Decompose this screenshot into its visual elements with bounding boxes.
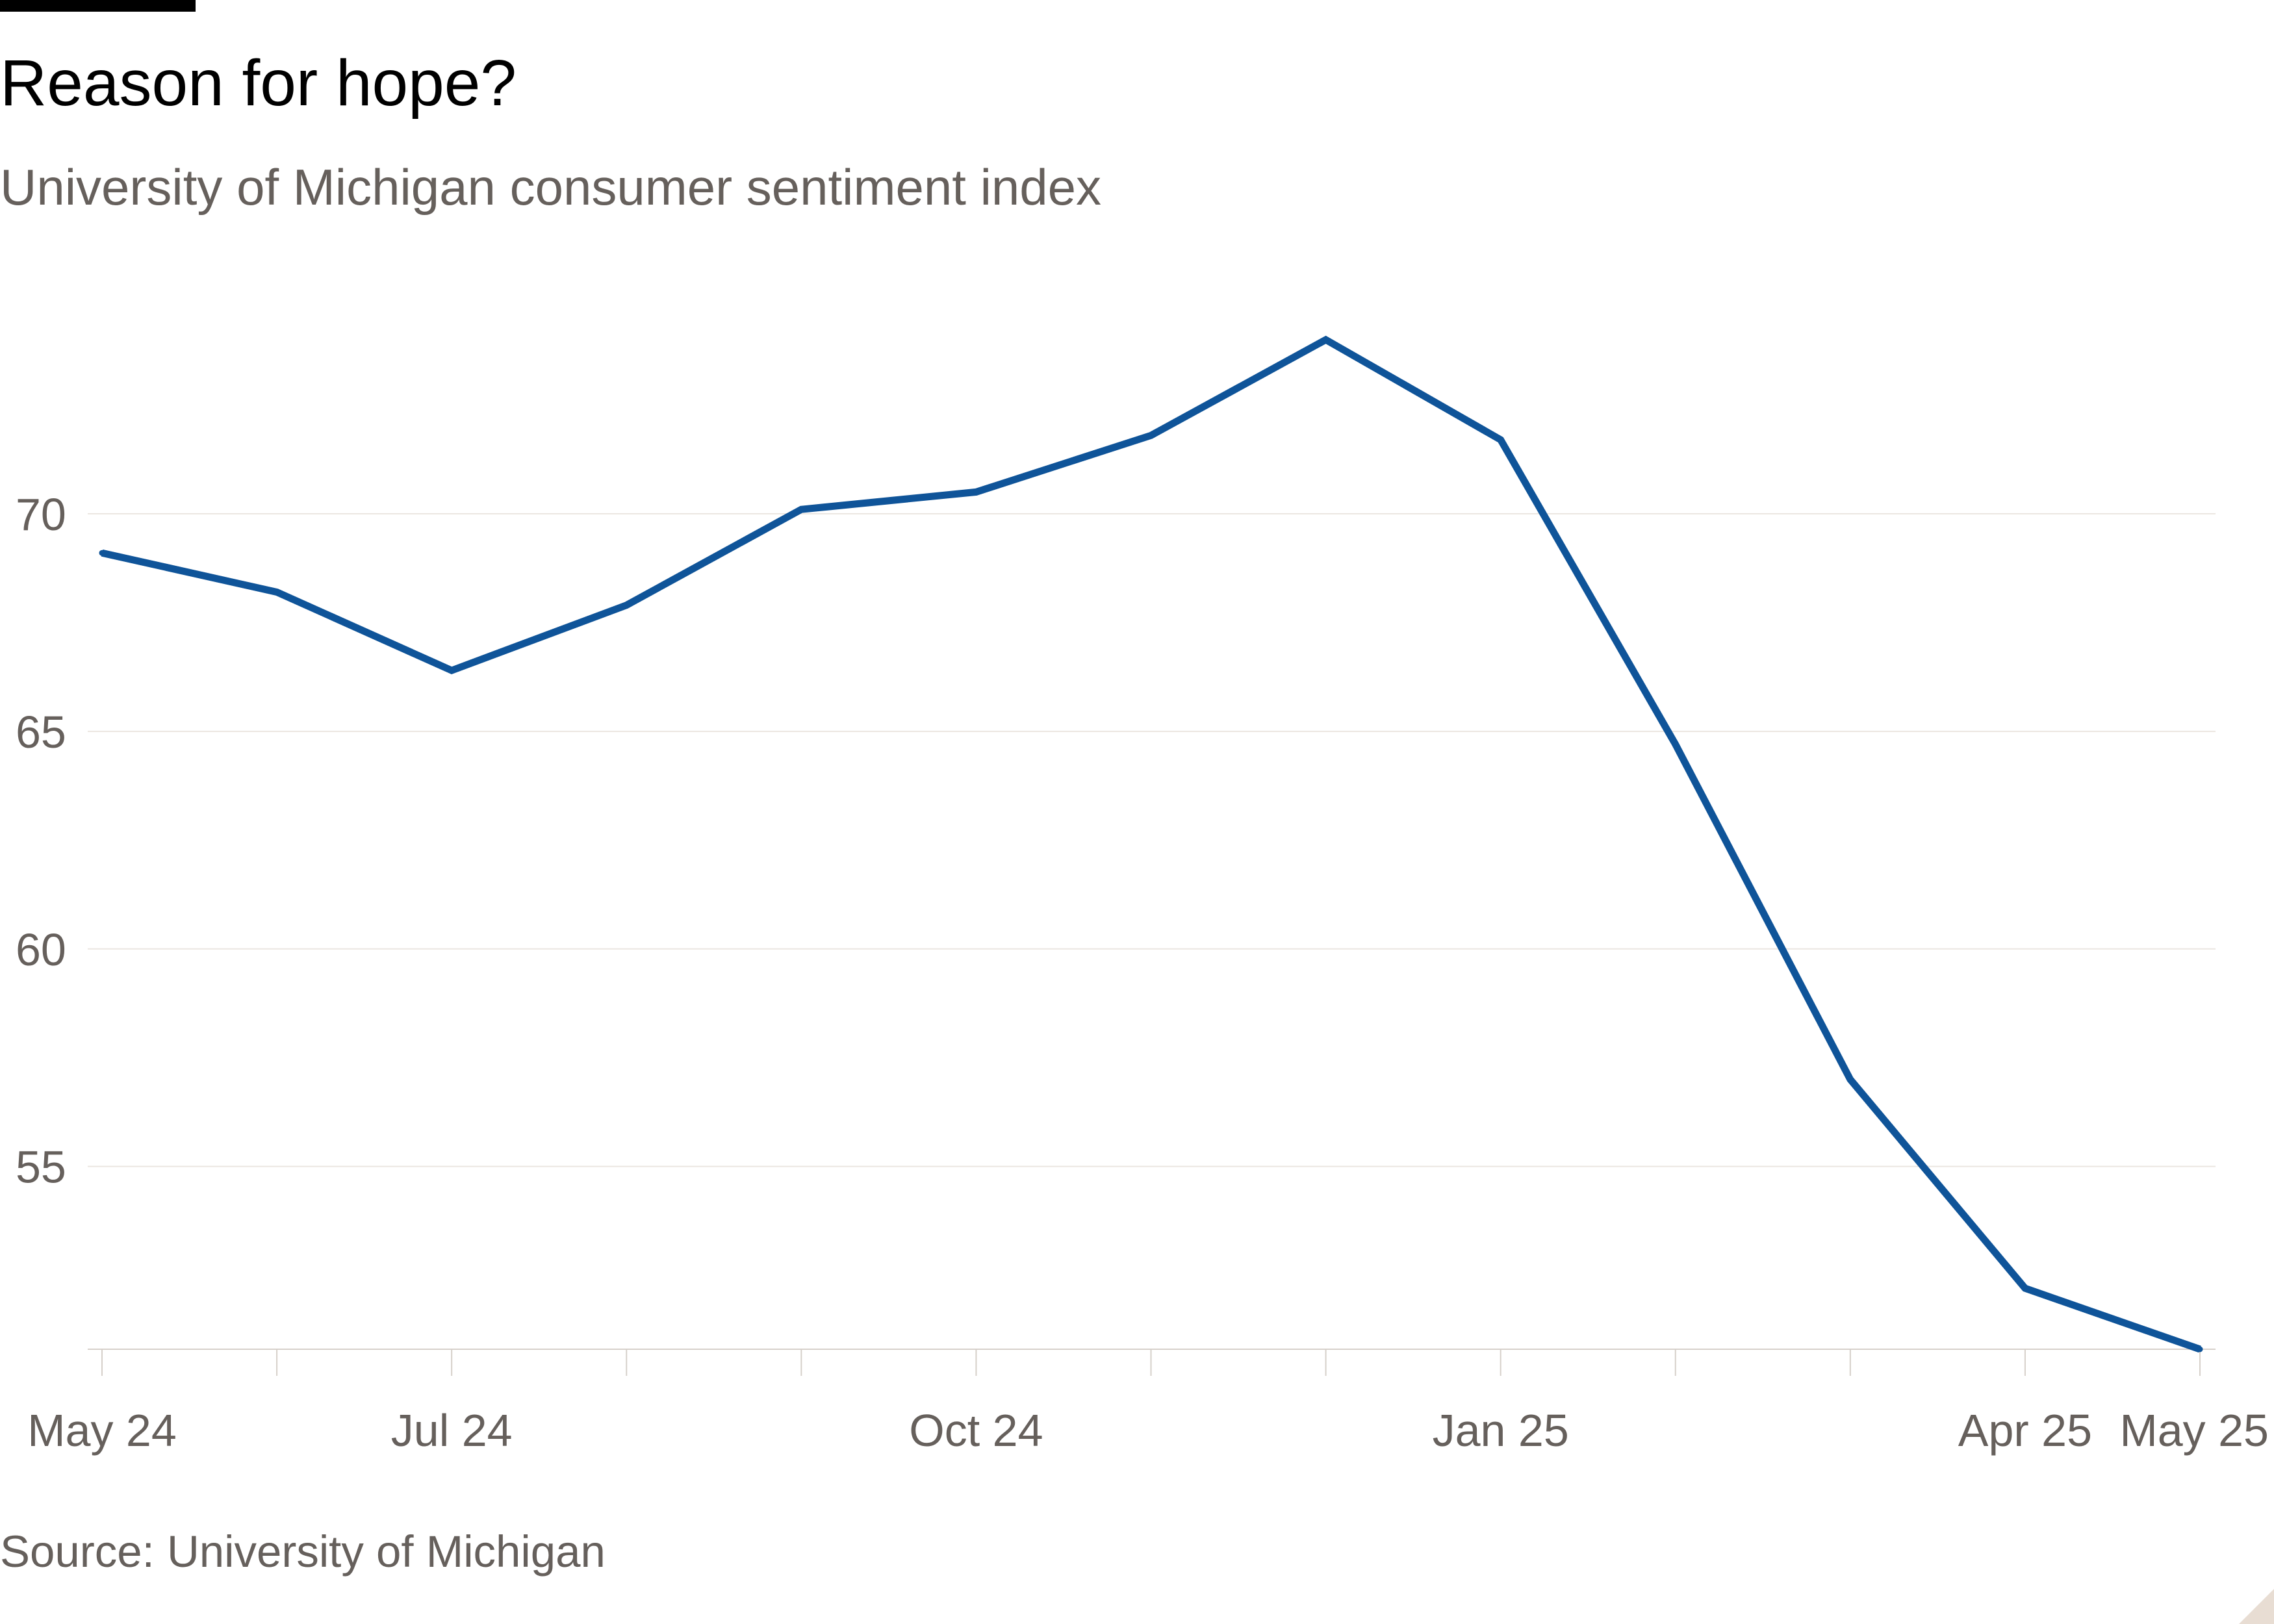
data-point-may-25	[2197, 1346, 2203, 1352]
data-point-jun-24	[274, 589, 280, 595]
header-accent-bar	[0, 0, 196, 12]
x-tick-label-oct-24: Oct 24	[909, 1405, 1043, 1456]
data-point-may-24	[99, 550, 105, 556]
x-axis: May 24 Jul 24 Oct 24 Jan 25 Apr 25 May 25	[27, 1349, 2269, 1456]
x-tick-label-may-25: May 25	[2119, 1405, 2269, 1456]
data-point-nov-24	[1148, 432, 1154, 438]
x-tick-label-jul-24: Jul 24	[391, 1405, 513, 1456]
x-tick-label-apr-25: Apr 25	[1958, 1405, 2092, 1456]
chart-subtitle: University of Michigan consumer sentimen…	[0, 159, 1101, 216]
x-tick-label-jan-25: Jan 25	[1433, 1405, 1569, 1456]
data-point-aug-24	[623, 602, 630, 609]
chart-title: Reason for hope?	[0, 47, 517, 120]
data-point-jan-25	[1498, 437, 1504, 443]
data-point-oct-24	[973, 488, 979, 495]
source-note: Source: University of Michigan	[0, 1527, 606, 1577]
y-tick-label-55: 55	[16, 1142, 66, 1193]
data-point-mar-25	[1847, 1076, 1854, 1083]
y-tick-label-65: 65	[16, 707, 66, 757]
corner-logo-mark	[2239, 1589, 2274, 1624]
y-tick-label-60: 60	[16, 924, 66, 975]
data-point-sep-24	[798, 506, 804, 513]
data-point-apr-25	[2022, 1285, 2028, 1291]
data-point-feb-25	[1672, 741, 1679, 748]
series-group	[99, 335, 2203, 1353]
y-tick-label-70: 70	[16, 489, 66, 540]
data-point-dec-24	[1323, 336, 1329, 343]
y-axis: 55 60 65 70	[16, 489, 66, 1193]
x-tick-label-may-24: May 24	[27, 1405, 177, 1456]
series-line	[101, 335, 2201, 1353]
data-point-jul-24	[448, 667, 455, 674]
gridlines	[88, 513, 2216, 1167]
